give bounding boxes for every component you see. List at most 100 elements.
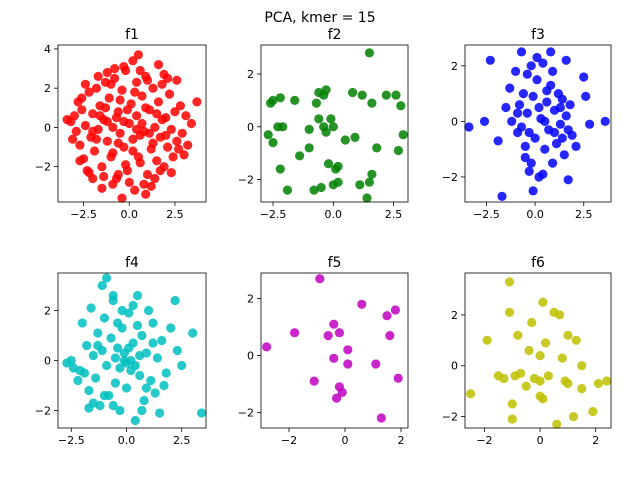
- scatter-point: [84, 385, 94, 396]
- scatter-point: [309, 185, 319, 195]
- scatter-point: [80, 79, 90, 89]
- scatter-point: [115, 128, 125, 138]
- scatter-point: [524, 127, 534, 138]
- scatter-point: [507, 414, 517, 424]
- scatter-point: [295, 151, 305, 161]
- scatter-point: [262, 342, 272, 352]
- y-tick-label: 0: [451, 115, 458, 128]
- scatter-point: [355, 180, 365, 190]
- scatter-point: [543, 371, 554, 381]
- scatter-point: [88, 126, 98, 136]
- scatter-point: [340, 135, 350, 145]
- scatter-point: [91, 134, 101, 144]
- scatter-point: [115, 95, 125, 105]
- scatter-point: [510, 66, 521, 76]
- scatter-point: [117, 193, 127, 203]
- scatter-point: [314, 114, 324, 124]
- scatter-point: [181, 111, 191, 121]
- scatter-point: [102, 136, 112, 146]
- scatter-point: [170, 107, 180, 117]
- scatter-point: [93, 328, 103, 338]
- scatter-point: [150, 388, 160, 398]
- scatter-point: [69, 111, 79, 121]
- scatter-point: [161, 368, 171, 378]
- scatter-point: [581, 91, 591, 101]
- scatter-point: [157, 335, 167, 346]
- x-tick-label: −2.5: [260, 208, 287, 221]
- figure-suptitle: PCA, kmer = 15: [264, 10, 375, 26]
- scatter-point: [333, 161, 343, 171]
- scatter-point: [482, 335, 492, 345]
- scatter-point: [376, 413, 386, 423]
- scatter-point: [93, 71, 103, 81]
- scatter-point: [155, 166, 165, 176]
- y-tick-label: −2: [35, 161, 51, 174]
- scatter-point: [113, 169, 123, 180]
- scatter-point: [371, 359, 381, 369]
- scatter-point: [464, 122, 474, 132]
- scatter-point: [516, 368, 526, 378]
- scatter-point: [117, 305, 127, 316]
- scatter-point: [186, 118, 196, 129]
- scatter-point: [362, 193, 372, 203]
- scatter-point: [183, 140, 193, 150]
- scatter-point: [135, 65, 145, 76]
- scatter-point: [144, 305, 154, 316]
- subplot-f3: f3 −2.5 0.0 2.5 −2 0 2: [442, 27, 612, 221]
- scatter-point: [188, 328, 198, 338]
- scatter-point: [135, 370, 145, 381]
- scatter-point: [75, 140, 85, 150]
- x-tick-label: 0: [537, 434, 544, 447]
- scatter-point: [142, 169, 153, 180]
- scatter-point: [485, 55, 495, 65]
- x-tick-label: 0.0: [121, 208, 139, 221]
- scatter-point: [77, 93, 87, 103]
- scatter-point: [534, 102, 544, 113]
- subplot-f5: f5 −2 0 2 −2 0 2: [238, 255, 409, 447]
- scatter-point: [552, 419, 562, 429]
- scatter-point: [166, 323, 176, 333]
- scatter-point: [144, 128, 154, 138]
- subplot-title: f3: [531, 27, 545, 43]
- scatter-point: [571, 141, 581, 151]
- scatter-point: [119, 116, 129, 127]
- scatter-point: [549, 127, 560, 138]
- scatter-point: [559, 150, 569, 160]
- x-tick-label: −2.5: [58, 434, 85, 447]
- scatter-point: [522, 108, 532, 118]
- axes-frame: [464, 44, 612, 203]
- scatter-points: [62, 273, 207, 426]
- scatter-point: [524, 166, 534, 176]
- scatter-point: [585, 119, 595, 129]
- scatter-point: [117, 85, 127, 95]
- scatter-point: [128, 134, 138, 144]
- scatter-point: [520, 152, 530, 163]
- scatter-point: [152, 109, 162, 119]
- scatter-point: [132, 320, 143, 331]
- scatter-point: [139, 395, 149, 406]
- scatter-point: [357, 299, 367, 309]
- scatter-point: [367, 169, 377, 179]
- scatter-point: [565, 100, 575, 110]
- scatter-point: [563, 330, 573, 340]
- scatter-point: [128, 146, 138, 156]
- scatter-point: [268, 138, 278, 148]
- axes-frame: [260, 44, 409, 203]
- scatter-point: [84, 87, 94, 97]
- scatter-point: [364, 48, 374, 58]
- y-tick-label: 2: [451, 309, 458, 322]
- scatter-point: [390, 305, 400, 315]
- scatter-point: [304, 143, 314, 153]
- scatter-point: [75, 365, 85, 376]
- scatter-point: [316, 182, 326, 193]
- axes-frame: [57, 44, 207, 203]
- scatter-point: [133, 50, 143, 60]
- y-tick-label: −2: [238, 174, 254, 187]
- scatter-point: [561, 55, 571, 65]
- scatter-point: [82, 340, 92, 351]
- x-tick-label: −2: [281, 434, 297, 447]
- scatter-point: [532, 52, 542, 63]
- subplot-f4: f4 −2.5 0.0 2.5 −2 0 2: [35, 255, 207, 447]
- scatter-point: [364, 177, 374, 187]
- scatter-point: [115, 363, 125, 373]
